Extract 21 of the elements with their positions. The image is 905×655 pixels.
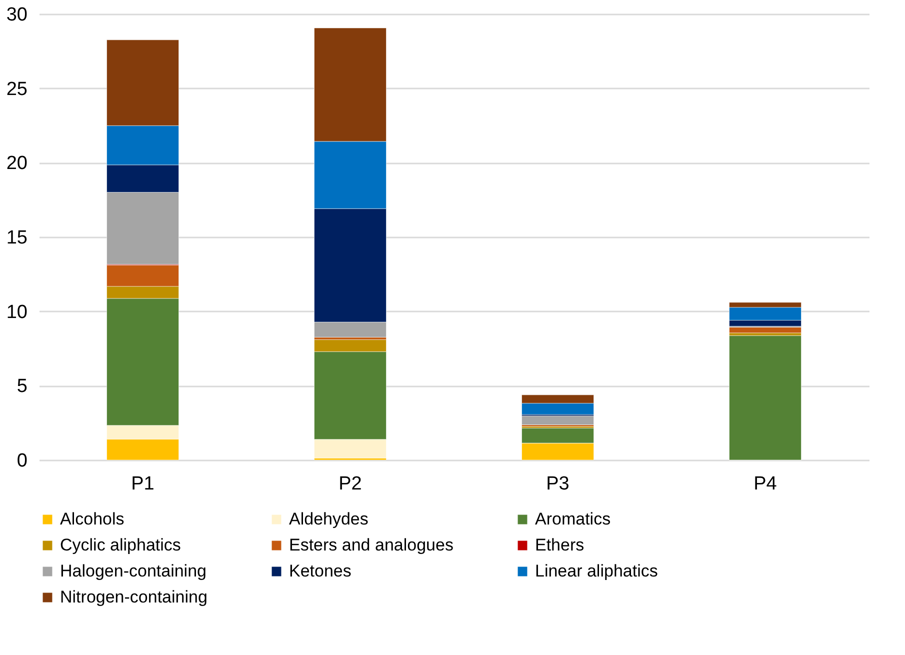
x-tick-label: P4 bbox=[754, 474, 778, 494]
legend-label: Linear aliphatics bbox=[535, 562, 658, 580]
legend-label: Esters and analogues bbox=[289, 536, 454, 554]
y-tick-label: 10 bbox=[6, 302, 28, 323]
y-tick-label: 20 bbox=[6, 153, 28, 174]
y-tick-label: 30 bbox=[6, 4, 28, 26]
legend-label: Aldehydes bbox=[289, 510, 368, 529]
legend-label: Aromatics bbox=[535, 510, 611, 529]
x-tick-label: P1 bbox=[131, 474, 154, 494]
x-tick-label: P2 bbox=[338, 474, 362, 494]
legend-label: Halogen-containing bbox=[60, 562, 206, 580]
legend-label: Alcohols bbox=[60, 510, 124, 529]
legend-label: Nitrogen-containing bbox=[60, 588, 208, 606]
y-tick-label: 5 bbox=[16, 376, 28, 398]
legend-label: Ethers bbox=[535, 536, 584, 554]
y-tick-label: 15 bbox=[6, 228, 28, 248]
y-tick-label: 25 bbox=[6, 78, 28, 100]
legend-label: Cyclic aliphatics bbox=[60, 536, 181, 554]
y-tick-label: 0 bbox=[16, 450, 28, 472]
legend-label: Ketones bbox=[289, 562, 352, 580]
x-tick-label: P3 bbox=[546, 474, 570, 494]
